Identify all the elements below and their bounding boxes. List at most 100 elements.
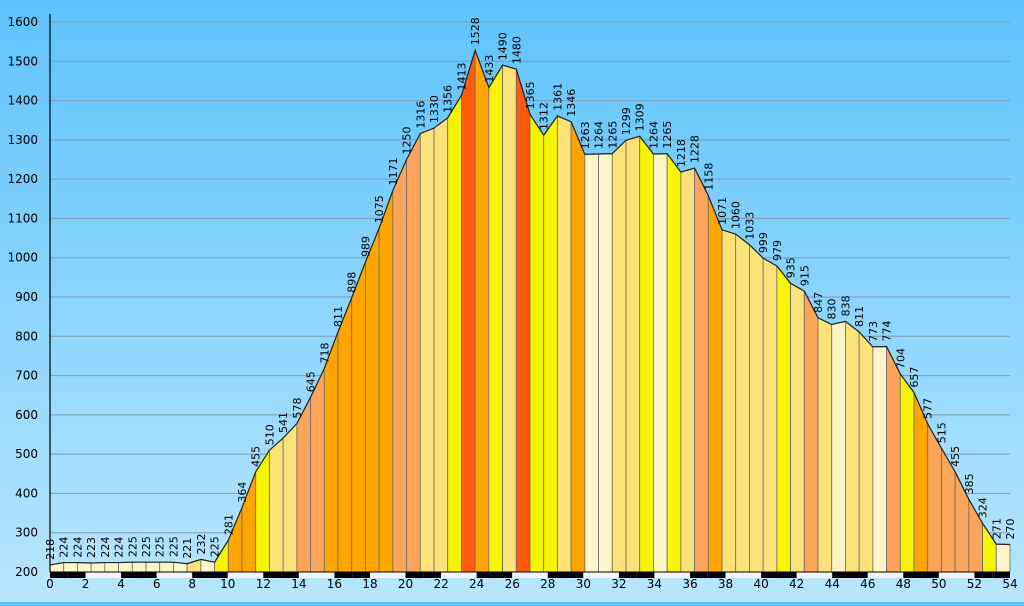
profile-segment <box>803 290 819 573</box>
elevation-label: 1433 <box>483 55 496 83</box>
elevation-label: 915 <box>798 265 811 286</box>
x-axis-stripe <box>512 572 530 578</box>
elevation-label: 718 <box>318 343 331 364</box>
x-tick-label: 54 <box>1002 577 1017 591</box>
x-axis-stripe <box>938 572 957 578</box>
elevation-label: 1330 <box>428 95 441 123</box>
profile-segment <box>63 562 78 573</box>
profile-segment <box>337 297 353 573</box>
x-axis-stripe <box>672 572 690 578</box>
profile-segment <box>474 50 490 573</box>
x-axis-stripe <box>796 572 815 578</box>
x-axis-stripe <box>956 572 975 578</box>
x-tick-label: 34 <box>647 577 662 591</box>
elevation-label: 455 <box>250 446 263 467</box>
x-axis-stripe <box>778 572 797 578</box>
elevation-label: 364 <box>236 482 249 503</box>
elevation-label: 811 <box>853 306 866 327</box>
profile-segment <box>419 127 435 573</box>
x-axis-stripe <box>494 572 513 578</box>
elevation-label: 1480 <box>510 36 523 64</box>
elevation-label: 1218 <box>675 139 688 167</box>
profile-segment <box>145 561 161 573</box>
x-axis-stripe <box>885 572 904 578</box>
y-tick-label: 1200 <box>7 172 38 186</box>
x-axis-stripe <box>458 572 477 578</box>
x-axis-stripe <box>50 572 68 578</box>
elevation-label: 1361 <box>551 83 564 111</box>
x-axis-stripe <box>370 572 388 578</box>
elevation-label: 577 <box>922 398 935 419</box>
elevation-label: 935 <box>785 257 798 278</box>
x-tick-label: 42 <box>789 577 804 591</box>
x-axis-stripe <box>618 572 637 578</box>
x-tick-label: 32 <box>611 577 626 591</box>
x-tick-label: 4 <box>117 577 125 591</box>
x-axis-stripe <box>298 572 317 578</box>
x-axis-stripe <box>281 572 299 578</box>
profile-segment <box>611 139 627 573</box>
profile-segment <box>104 562 119 573</box>
elevation-label: 999 <box>757 232 770 253</box>
x-tick-label: 10 <box>220 577 235 591</box>
x-axis-stripe <box>814 572 833 578</box>
x-axis-stripe <box>707 572 726 578</box>
elevation-label: 1413 <box>455 62 468 90</box>
elevation-label: 271 <box>990 518 1003 539</box>
y-tick-label: 1100 <box>7 211 38 225</box>
x-tick-label: 52 <box>967 577 982 591</box>
elevation-label: 847 <box>812 292 825 313</box>
elevation-label: 657 <box>908 366 921 387</box>
profile-segment <box>269 437 284 573</box>
y-tick-label: 1300 <box>7 133 38 147</box>
x-tick-label: 12 <box>256 577 271 591</box>
profile-segment <box>543 114 558 573</box>
elevation-label: 455 <box>949 446 962 467</box>
profile-segment <box>365 228 380 573</box>
elevation-label: 774 <box>881 321 894 342</box>
x-tick-label: 46 <box>860 577 875 591</box>
x-axis-stripe <box>761 572 779 578</box>
elevation-label: 515 <box>935 422 948 443</box>
profile-segment <box>282 422 298 573</box>
elevation-label: 1346 <box>565 89 578 117</box>
profile-segment <box>762 257 778 573</box>
x-axis-stripe <box>654 572 673 578</box>
x-axis-stripe <box>103 572 122 578</box>
profile-segment <box>680 167 695 573</box>
x-axis-stripe <box>921 572 939 578</box>
elevation-labels: 2182242242232242242252252252252212322252… <box>44 17 1017 560</box>
profile-segment <box>598 153 613 573</box>
elevation-label: 1158 <box>702 163 715 191</box>
profile-segment <box>406 133 421 573</box>
profile-outline <box>49 48 1011 566</box>
profile-segment <box>310 368 325 573</box>
x-axis-stripe <box>156 572 175 578</box>
elevation-label: 1264 <box>593 121 606 149</box>
profile-segment <box>159 561 174 573</box>
x-tick-label: 8 <box>188 577 196 591</box>
elevation-label: 1250 <box>401 127 414 155</box>
elevation-label: 225 <box>140 536 153 557</box>
x-axis-stripe <box>85 572 104 578</box>
profile-segment <box>433 117 449 573</box>
x-axis-stripe <box>441 572 459 578</box>
profile-segment <box>899 372 915 573</box>
elevation-label: 221 <box>181 538 194 559</box>
elevation-label: 989 <box>359 236 372 257</box>
elevation-label: 1228 <box>689 135 702 163</box>
elevation-label: 1265 <box>661 121 674 149</box>
elevation-label: 1490 <box>497 32 510 60</box>
x-tick-label: 14 <box>291 577 306 591</box>
elevation-label: 224 <box>99 537 112 558</box>
elevation-label: 223 <box>85 537 98 558</box>
elevation-label: 1265 <box>606 121 619 149</box>
profile-segment <box>488 63 503 573</box>
elevation-label: 225 <box>167 536 180 557</box>
elevation-label: 1075 <box>373 195 386 223</box>
y-tick-label: 600 <box>15 408 38 422</box>
profile-segment <box>995 543 1011 573</box>
y-tick-label: 500 <box>15 447 38 461</box>
x-axis-stripe <box>832 572 850 578</box>
